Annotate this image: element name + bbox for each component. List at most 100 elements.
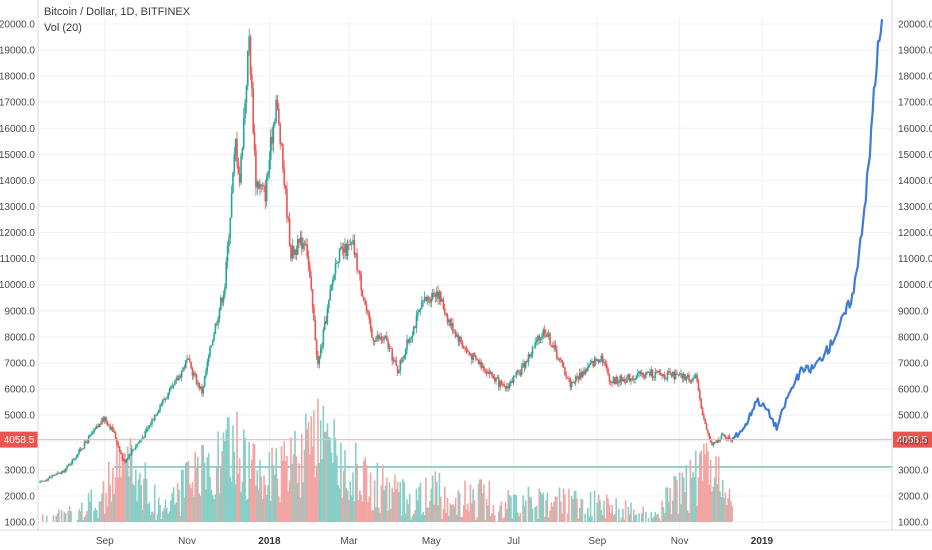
- volume-bar: [102, 481, 105, 522]
- volume-bar: [693, 476, 696, 522]
- candle-body: [497, 377, 500, 388]
- volume-bar: [483, 484, 485, 522]
- candle-body: [233, 154, 236, 173]
- volume-bar: [120, 477, 122, 522]
- candle-body: [685, 376, 688, 381]
- candle-body: [504, 385, 507, 389]
- volume-bar: [296, 482, 299, 522]
- volume-bar: [497, 511, 500, 522]
- volume-bar: [67, 510, 70, 522]
- volume-bar: [574, 490, 577, 522]
- volume-bar: [398, 492, 400, 522]
- volume-bar: [108, 461, 110, 522]
- volume-bar: [341, 497, 344, 522]
- volume-bar: [348, 500, 350, 522]
- volume-bar: [415, 488, 418, 522]
- candle-body: [91, 432, 94, 434]
- candle-body: [319, 348, 322, 357]
- volume-bar: [593, 490, 596, 522]
- volume-bar: [480, 479, 483, 522]
- volume-bar: [529, 496, 531, 522]
- candle-body: [712, 443, 715, 446]
- candle-body: [638, 371, 640, 374]
- volume-bar: [167, 513, 169, 522]
- y-tick-label-right: 15000.0: [898, 150, 932, 161]
- candle-body: [604, 362, 607, 365]
- candle-body: [321, 345, 323, 349]
- candle-body: [520, 367, 523, 375]
- volume-bar: [371, 510, 373, 522]
- candle-body: [323, 321, 326, 331]
- candle-body: [538, 335, 541, 340]
- volume-bar: [345, 487, 348, 522]
- volume-bar: [503, 517, 505, 522]
- y-tick-label-right: 16000.0: [898, 124, 932, 135]
- candle-body: [399, 360, 402, 371]
- volume-bar: [346, 490, 349, 522]
- y-tick-label-left: 7000.0: [4, 358, 35, 369]
- volume-bar: [599, 500, 601, 522]
- candle-body: [222, 295, 225, 303]
- y-tick-label-right: 20000.0: [898, 20, 932, 31]
- volume-bar: [58, 509, 60, 522]
- y-tick-label-right: 6000.0: [898, 385, 929, 396]
- volume-bar: [288, 480, 291, 522]
- candle-body: [268, 159, 271, 172]
- candle-body: [41, 480, 44, 482]
- volume-bar: [628, 514, 631, 522]
- candle-body: [171, 385, 174, 388]
- volume-bar: [605, 494, 608, 522]
- candle-body: [205, 370, 207, 377]
- volume-bar: [466, 503, 469, 522]
- volume-bar: [661, 500, 663, 522]
- volume-bar: [589, 491, 592, 522]
- candle-body: [669, 371, 671, 374]
- volume-bar: [547, 517, 550, 522]
- candle-body: [713, 442, 716, 444]
- candle-body: [132, 449, 134, 451]
- candle-body: [508, 383, 511, 389]
- candle-body: [354, 253, 357, 255]
- volume-bar: [215, 466, 218, 522]
- volume-bar: [282, 460, 284, 522]
- y-tick-label-right: 18000.0: [898, 72, 932, 83]
- volume-bar: [197, 456, 199, 522]
- candle-body: [43, 480, 45, 482]
- volume-bar: [390, 508, 392, 522]
- candle-body: [149, 424, 152, 426]
- volume-bar: [259, 460, 261, 522]
- volume-bar: [627, 506, 630, 522]
- candle-body: [578, 372, 581, 380]
- volume-bar: [587, 507, 589, 522]
- candle-body: [403, 355, 406, 359]
- y-tick-label-left: 19000.0: [0, 46, 35, 57]
- volume-bar: [168, 511, 171, 522]
- volume-bar: [337, 484, 340, 522]
- volume-bar: [125, 458, 128, 522]
- candle-body: [611, 381, 613, 383]
- candle-body: [116, 438, 118, 444]
- y-tick-label-left: 2000.0: [4, 492, 35, 503]
- volume-bar: [187, 460, 190, 522]
- volume-bar: [516, 512, 519, 522]
- candle-body: [641, 372, 643, 375]
- volume-bar: [195, 466, 198, 522]
- candle-body: [141, 437, 144, 439]
- volume-bar: [179, 515, 182, 522]
- volume-bar: [342, 471, 345, 522]
- volume-bar: [534, 507, 537, 522]
- candle-body: [507, 385, 510, 389]
- volume-bar: [113, 493, 116, 522]
- volume-bar: [325, 431, 327, 522]
- volume-bar: [52, 515, 55, 522]
- candle-body: [55, 473, 57, 476]
- candle-body: [649, 371, 651, 376]
- candle-body: [147, 427, 149, 430]
- volume-bar: [105, 492, 107, 522]
- candle-body: [157, 410, 160, 413]
- candle-body: [161, 399, 164, 405]
- volume-bar: [686, 510, 689, 522]
- candle-body: [368, 312, 371, 320]
- candle-body: [615, 376, 617, 385]
